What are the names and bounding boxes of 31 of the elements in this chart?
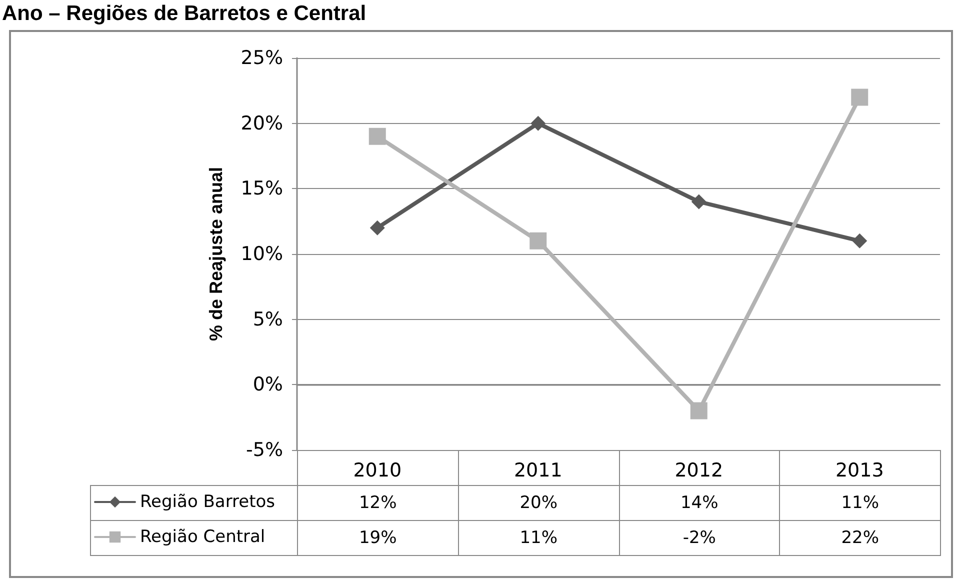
data-label: 11% [458, 520, 620, 556]
x-tick-label: 2010 [353, 460, 402, 482]
legend-label: Região Central [140, 527, 266, 547]
point [852, 233, 868, 248]
point [851, 88, 868, 106]
data-label: 11% [779, 485, 941, 521]
x-tick-label: 2012 [674, 460, 724, 482]
y-tick-label: -5% [246, 439, 283, 461]
data-label: 22% [779, 520, 941, 556]
data-label: 14% [618, 485, 780, 521]
data-label: 20% [458, 485, 620, 521]
y-tick-label: 0% [252, 374, 283, 396]
point [368, 128, 386, 145]
x-tick-label: 2011 [514, 460, 562, 482]
y-tick-label: 25% [240, 47, 283, 69]
point [691, 194, 706, 210]
y-tick-label: 15% [240, 178, 283, 200]
point [690, 402, 708, 420]
data-label: 19% [297, 520, 459, 556]
point [370, 220, 385, 236]
y-axis-title: % de Reajuste anual [206, 166, 226, 342]
chart-title: Ano – Regiões de Barretos e Central [2, 2, 366, 26]
x-tick-label: 2013 [835, 460, 884, 482]
y-tick-label: 20% [240, 112, 283, 134]
legend-label: Região Barretos [140, 492, 276, 512]
point [530, 232, 547, 250]
y-tick-label: 10% [240, 243, 283, 265]
y-tick-label: 5% [252, 308, 283, 330]
data-label: 12% [297, 485, 459, 521]
data-label: -2% [618, 520, 780, 556]
point [530, 116, 546, 131]
